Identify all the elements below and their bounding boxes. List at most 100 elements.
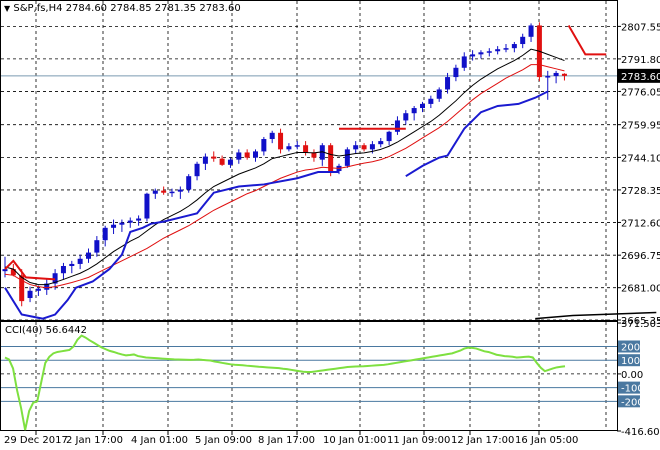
candle-body: [386, 131, 392, 142]
price-tick-label: 2807.55: [621, 22, 660, 33]
time-tick-label: 2 Jan 17:00: [66, 435, 123, 446]
candle-body: [10, 269, 16, 276]
candle-body: [69, 263, 75, 267]
candle-body: [27, 290, 33, 299]
ma-fast-line: [4, 48, 565, 286]
cci-tick-label: -416.6083: [621, 427, 660, 438]
candle-body: [269, 132, 275, 140]
candle-body: [436, 89, 442, 99]
time-tick-label: 16 Jan 05:00: [515, 435, 578, 446]
candle-body: [369, 144, 375, 150]
candle-body: [169, 191, 175, 194]
candle-body: [420, 103, 425, 109]
candle-body: [86, 252, 91, 259]
candle-body: [119, 222, 125, 225]
candle-body: [161, 190, 167, 193]
candle-body: [520, 36, 526, 45]
candle-body: [211, 156, 217, 159]
candle-body: [428, 98, 434, 104]
price-tick-label: 2665.35: [621, 316, 660, 327]
candle-body: [286, 146, 292, 150]
candle-body: [411, 108, 417, 114]
time-tick-label: 12 Jan 17:00: [451, 435, 514, 446]
time-tick-label: 8 Jan 17:00: [258, 435, 315, 446]
triangle-down-icon[interactable]: ▼: [4, 4, 11, 13]
cci-level-tag: [618, 340, 640, 353]
candle-body: [144, 193, 150, 219]
cci-level-label: 200: [621, 343, 640, 354]
candle-body: [244, 152, 250, 158]
candle-body: [19, 275, 25, 302]
candle-body: [77, 258, 83, 264]
cci-level-tag: [618, 395, 640, 408]
candle-body: [227, 159, 233, 165]
time-tick-label: 11 Jan 09:00: [387, 435, 450, 446]
price-tick-label: 2744.10: [621, 153, 660, 164]
cci-panel-frame: [0, 321, 618, 431]
cci-line: [4, 334, 566, 431]
time-tick-label: 4 Jan 01:00: [131, 435, 188, 446]
candle-body: [60, 266, 66, 274]
cci-indicator-label: CCI(40) 56.6442: [5, 325, 87, 336]
resistance-stop-line: [4, 259, 56, 281]
symbol-info: ▼ S&P,fs,H4 2784.60 2784.85 2781.35 2783…: [4, 3, 241, 14]
candle-body: [102, 227, 108, 241]
candle-body: [253, 151, 258, 158]
price-tick-label: 2696.75: [621, 251, 660, 262]
candle-body: [328, 145, 334, 172]
candle-body: [486, 51, 492, 53]
candle-body: [553, 72, 559, 77]
candle-body: [2, 269, 8, 272]
candle-body: [44, 283, 50, 290]
time-tick-label: 10 Jan 01:00: [323, 435, 386, 446]
candle-body: [152, 190, 158, 194]
candle-body: [511, 44, 517, 49]
candle-body: [52, 273, 58, 284]
candle-body: [453, 67, 459, 78]
resistance-stop-line: [567, 24, 607, 56]
candle-body: [445, 77, 451, 90]
ohlc-close: 2783.60: [199, 3, 241, 14]
candle-body: [236, 152, 242, 160]
cci-level-label: -200: [621, 397, 644, 408]
candle-body: [495, 49, 501, 52]
ohlc-open: 2784.60: [65, 3, 108, 14]
candle-body: [35, 288, 41, 291]
candle-body: [378, 141, 384, 145]
time-tick-label: 29 Dec 2017: [4, 435, 68, 446]
price-tick-label: 2759.95: [621, 121, 660, 132]
support-stop-line: [4, 171, 339, 320]
candle-body: [261, 139, 267, 152]
candle-body: [470, 54, 476, 57]
candle-body: [319, 145, 325, 160]
price-tick-label: 2776.05: [621, 87, 660, 98]
current-price-label: 2783.60: [621, 72, 660, 83]
cci-tick-label: 0.00: [621, 370, 643, 381]
candle-body: [353, 145, 359, 150]
price-tick-label: 2681.00: [621, 284, 660, 295]
candle-body: [278, 132, 284, 150]
candle-body: [344, 149, 350, 166]
candle-body: [361, 145, 367, 150]
candle-body: [545, 76, 551, 78]
price-tick-label: 2712.60: [621, 218, 660, 229]
candle-body: [136, 218, 142, 221]
bottom-trend-line: [535, 311, 657, 320]
candle-body: [111, 224, 117, 228]
candle-body: [294, 145, 300, 147]
cci-level-label: -100: [621, 384, 644, 395]
cci-level-tag: [618, 354, 640, 367]
candle-body: [186, 176, 192, 190]
support-stop-line: [405, 90, 549, 178]
candle-body: [478, 52, 484, 55]
candle-body: [303, 145, 309, 153]
candle-body: [503, 48, 509, 50]
candle-body: [127, 220, 133, 223]
symbol-name: S&P,fs,H4: [13, 3, 63, 14]
price-tick-label: 2791.80: [621, 55, 660, 66]
candle-body: [561, 73, 567, 76]
cci-tick-label: 371.5039: [621, 319, 660, 330]
candle-body: [202, 156, 208, 164]
candle-body: [461, 56, 467, 68]
